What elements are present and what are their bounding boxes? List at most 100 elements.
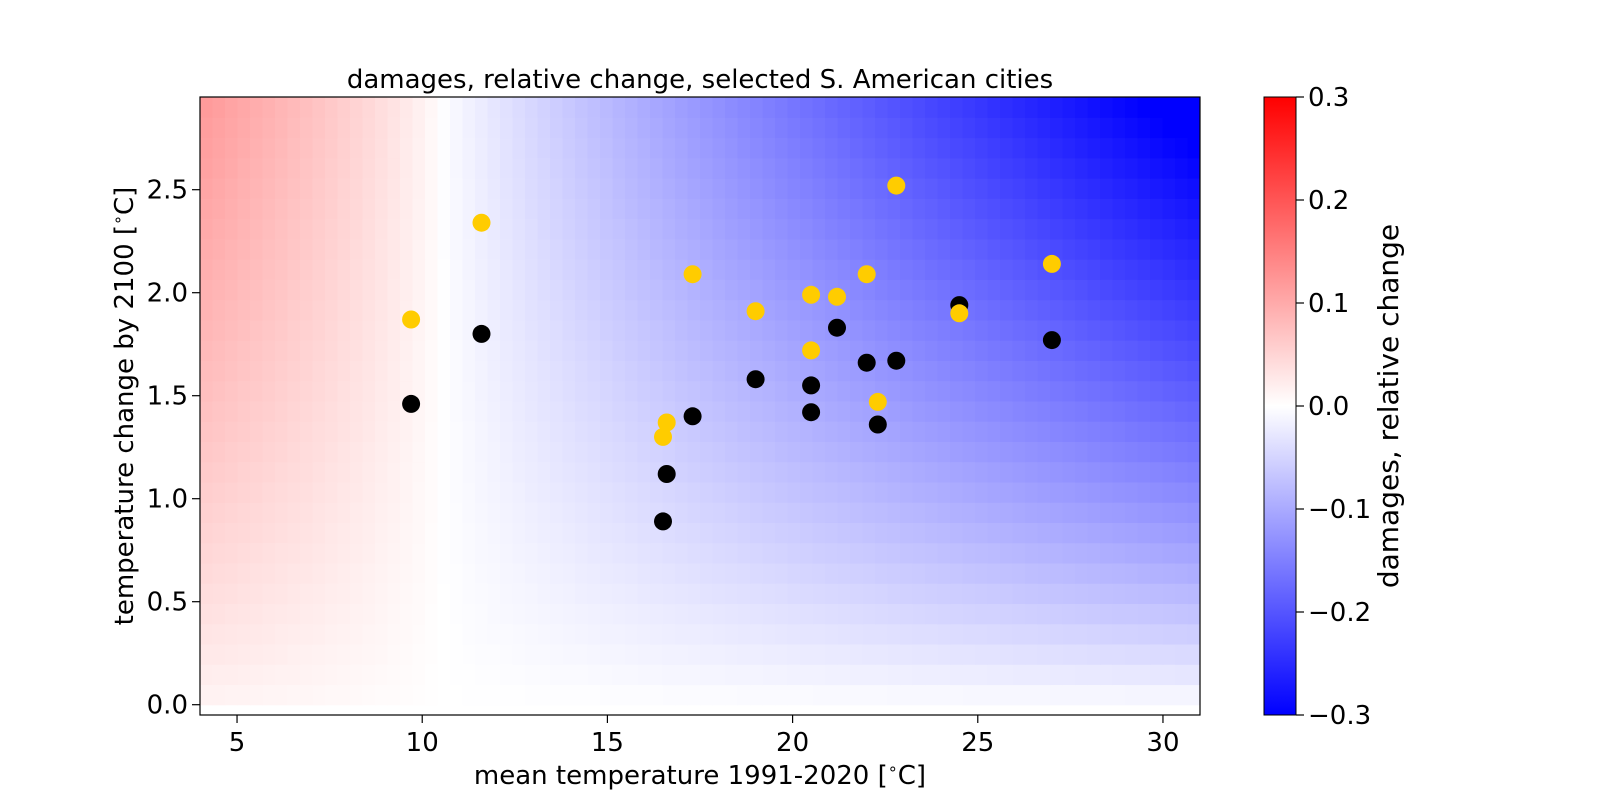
- data-point-black: [402, 394, 421, 413]
- heatmap-cell: [412, 542, 426, 564]
- heatmap-cell: [975, 340, 989, 361]
- heatmap-cell: [425, 157, 439, 179]
- heatmap-cell: [637, 400, 651, 422]
- heatmap-cell: [937, 299, 951, 321]
- heatmap-cell: [712, 259, 726, 280]
- heatmap-cell: [625, 664, 639, 686]
- x-tick-label: 20: [776, 728, 809, 758]
- heatmap-cell: [300, 380, 314, 402]
- heatmap-cell: [775, 238, 789, 260]
- heatmap-cell: [375, 522, 389, 544]
- heatmap-cell: [950, 502, 964, 523]
- heatmap-cell: [1025, 481, 1039, 503]
- heatmap-cell: [612, 97, 626, 118]
- heatmap-cell: [362, 623, 376, 645]
- heatmap-cell: [487, 522, 501, 544]
- heatmap-cell: [337, 583, 351, 605]
- heatmap-cell: [1087, 583, 1101, 605]
- heatmap-cell: [1037, 684, 1051, 706]
- heatmap-cell: [812, 117, 826, 139]
- heatmap-cell: [537, 502, 551, 523]
- heatmap-cell: [1012, 360, 1026, 382]
- heatmap-cell: [350, 522, 364, 544]
- heatmap-cell: [737, 178, 751, 199]
- heatmap-cell: [1087, 157, 1101, 179]
- heatmap-cell: [937, 380, 951, 402]
- heatmap-cell: [650, 360, 664, 382]
- heatmap-cell: [537, 562, 551, 584]
- heatmap-cell: [625, 178, 639, 199]
- heatmap-cell: [762, 481, 776, 503]
- heatmap-cell: [1187, 319, 1200, 341]
- x-axis-ticks: 5 10 15 20 25 30: [229, 715, 1180, 758]
- y-axis-label: temperature change by 2100 [∘C]: [108, 187, 140, 626]
- heatmap-cell: [587, 502, 601, 523]
- heatmap-cell: [712, 583, 726, 605]
- heatmap-cell: [1050, 198, 1064, 220]
- heatmap-cell: [1175, 643, 1189, 665]
- heatmap-cell: [275, 319, 289, 341]
- heatmap-cell: [637, 664, 651, 686]
- heatmap-cell: [575, 603, 589, 625]
- heatmap-cell: [1000, 259, 1014, 280]
- heatmap-cell: [362, 340, 376, 361]
- heatmap-cell: [325, 562, 339, 584]
- heatmap-cell: [625, 340, 639, 361]
- heatmap-cell: [975, 461, 989, 483]
- heatmap-cell: [1137, 97, 1151, 118]
- heatmap-cell: [862, 583, 876, 605]
- heatmap-cell: [775, 562, 789, 584]
- heatmap-cell: [300, 400, 314, 422]
- heatmap-cell: [1187, 542, 1200, 564]
- heatmap-cell: [737, 481, 751, 503]
- heatmap-cell: [987, 684, 1001, 706]
- heatmap-cell: [975, 400, 989, 422]
- heatmap-cell: [1162, 360, 1176, 382]
- heatmap-cell: [825, 542, 839, 564]
- heatmap-cell: [412, 198, 426, 220]
- heatmap-cell: [562, 238, 576, 260]
- heatmap-cell: [962, 238, 976, 260]
- heatmap-cell: [787, 137, 801, 159]
- heatmap-cell: [375, 421, 389, 442]
- heatmap-cell: [337, 97, 351, 118]
- heatmap-cell: [225, 157, 239, 179]
- heatmap-cell: [1050, 542, 1064, 564]
- heatmap-cell: [1187, 461, 1200, 483]
- heatmap-cell: [1087, 400, 1101, 422]
- heatmap-cell: [887, 259, 901, 280]
- heatmap-cell: [387, 117, 401, 139]
- heatmap-cell: [837, 380, 851, 402]
- heatmap-cell: [500, 238, 514, 260]
- heatmap-cell: [937, 238, 951, 260]
- heatmap-cell: [1187, 198, 1200, 220]
- heatmap-cell: [450, 400, 464, 422]
- heatmap-cell: [1112, 664, 1126, 686]
- heatmap-cell: [1075, 198, 1089, 220]
- heatmap-cell: [212, 360, 226, 382]
- heatmap-cell: [637, 238, 651, 260]
- heatmap-cell: [1100, 603, 1114, 625]
- heatmap-cell: [462, 684, 476, 706]
- heatmap-cell: [387, 259, 401, 280]
- heatmap-cell: [450, 299, 464, 321]
- heatmap-cell: [475, 583, 489, 605]
- heatmap-cell: [362, 279, 376, 301]
- heatmap-cell: [487, 319, 501, 341]
- heatmap-cell: [925, 319, 939, 341]
- heatmap-cell: [750, 522, 764, 544]
- heatmap-cell: [500, 481, 514, 503]
- heatmap-cell: [550, 522, 564, 544]
- heatmap-cell: [1125, 562, 1139, 584]
- heatmap-cell: [462, 319, 476, 341]
- heatmap-cell: [375, 562, 389, 584]
- heatmap-cell: [700, 542, 714, 564]
- heatmap-cell: [237, 157, 251, 179]
- heatmap-cell: [425, 623, 439, 645]
- heatmap-cell: [1000, 664, 1014, 686]
- heatmap-cell: [350, 441, 364, 463]
- heatmap-cell: [237, 400, 251, 422]
- heatmap-cell: [750, 198, 764, 220]
- heatmap-cell: [1075, 279, 1089, 301]
- heatmap-cell: [1112, 198, 1126, 220]
